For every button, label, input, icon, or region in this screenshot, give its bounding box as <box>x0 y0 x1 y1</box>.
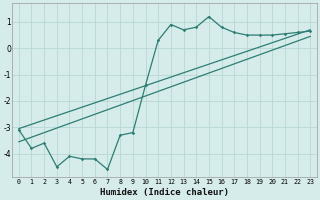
X-axis label: Humidex (Indice chaleur): Humidex (Indice chaleur) <box>100 188 229 197</box>
